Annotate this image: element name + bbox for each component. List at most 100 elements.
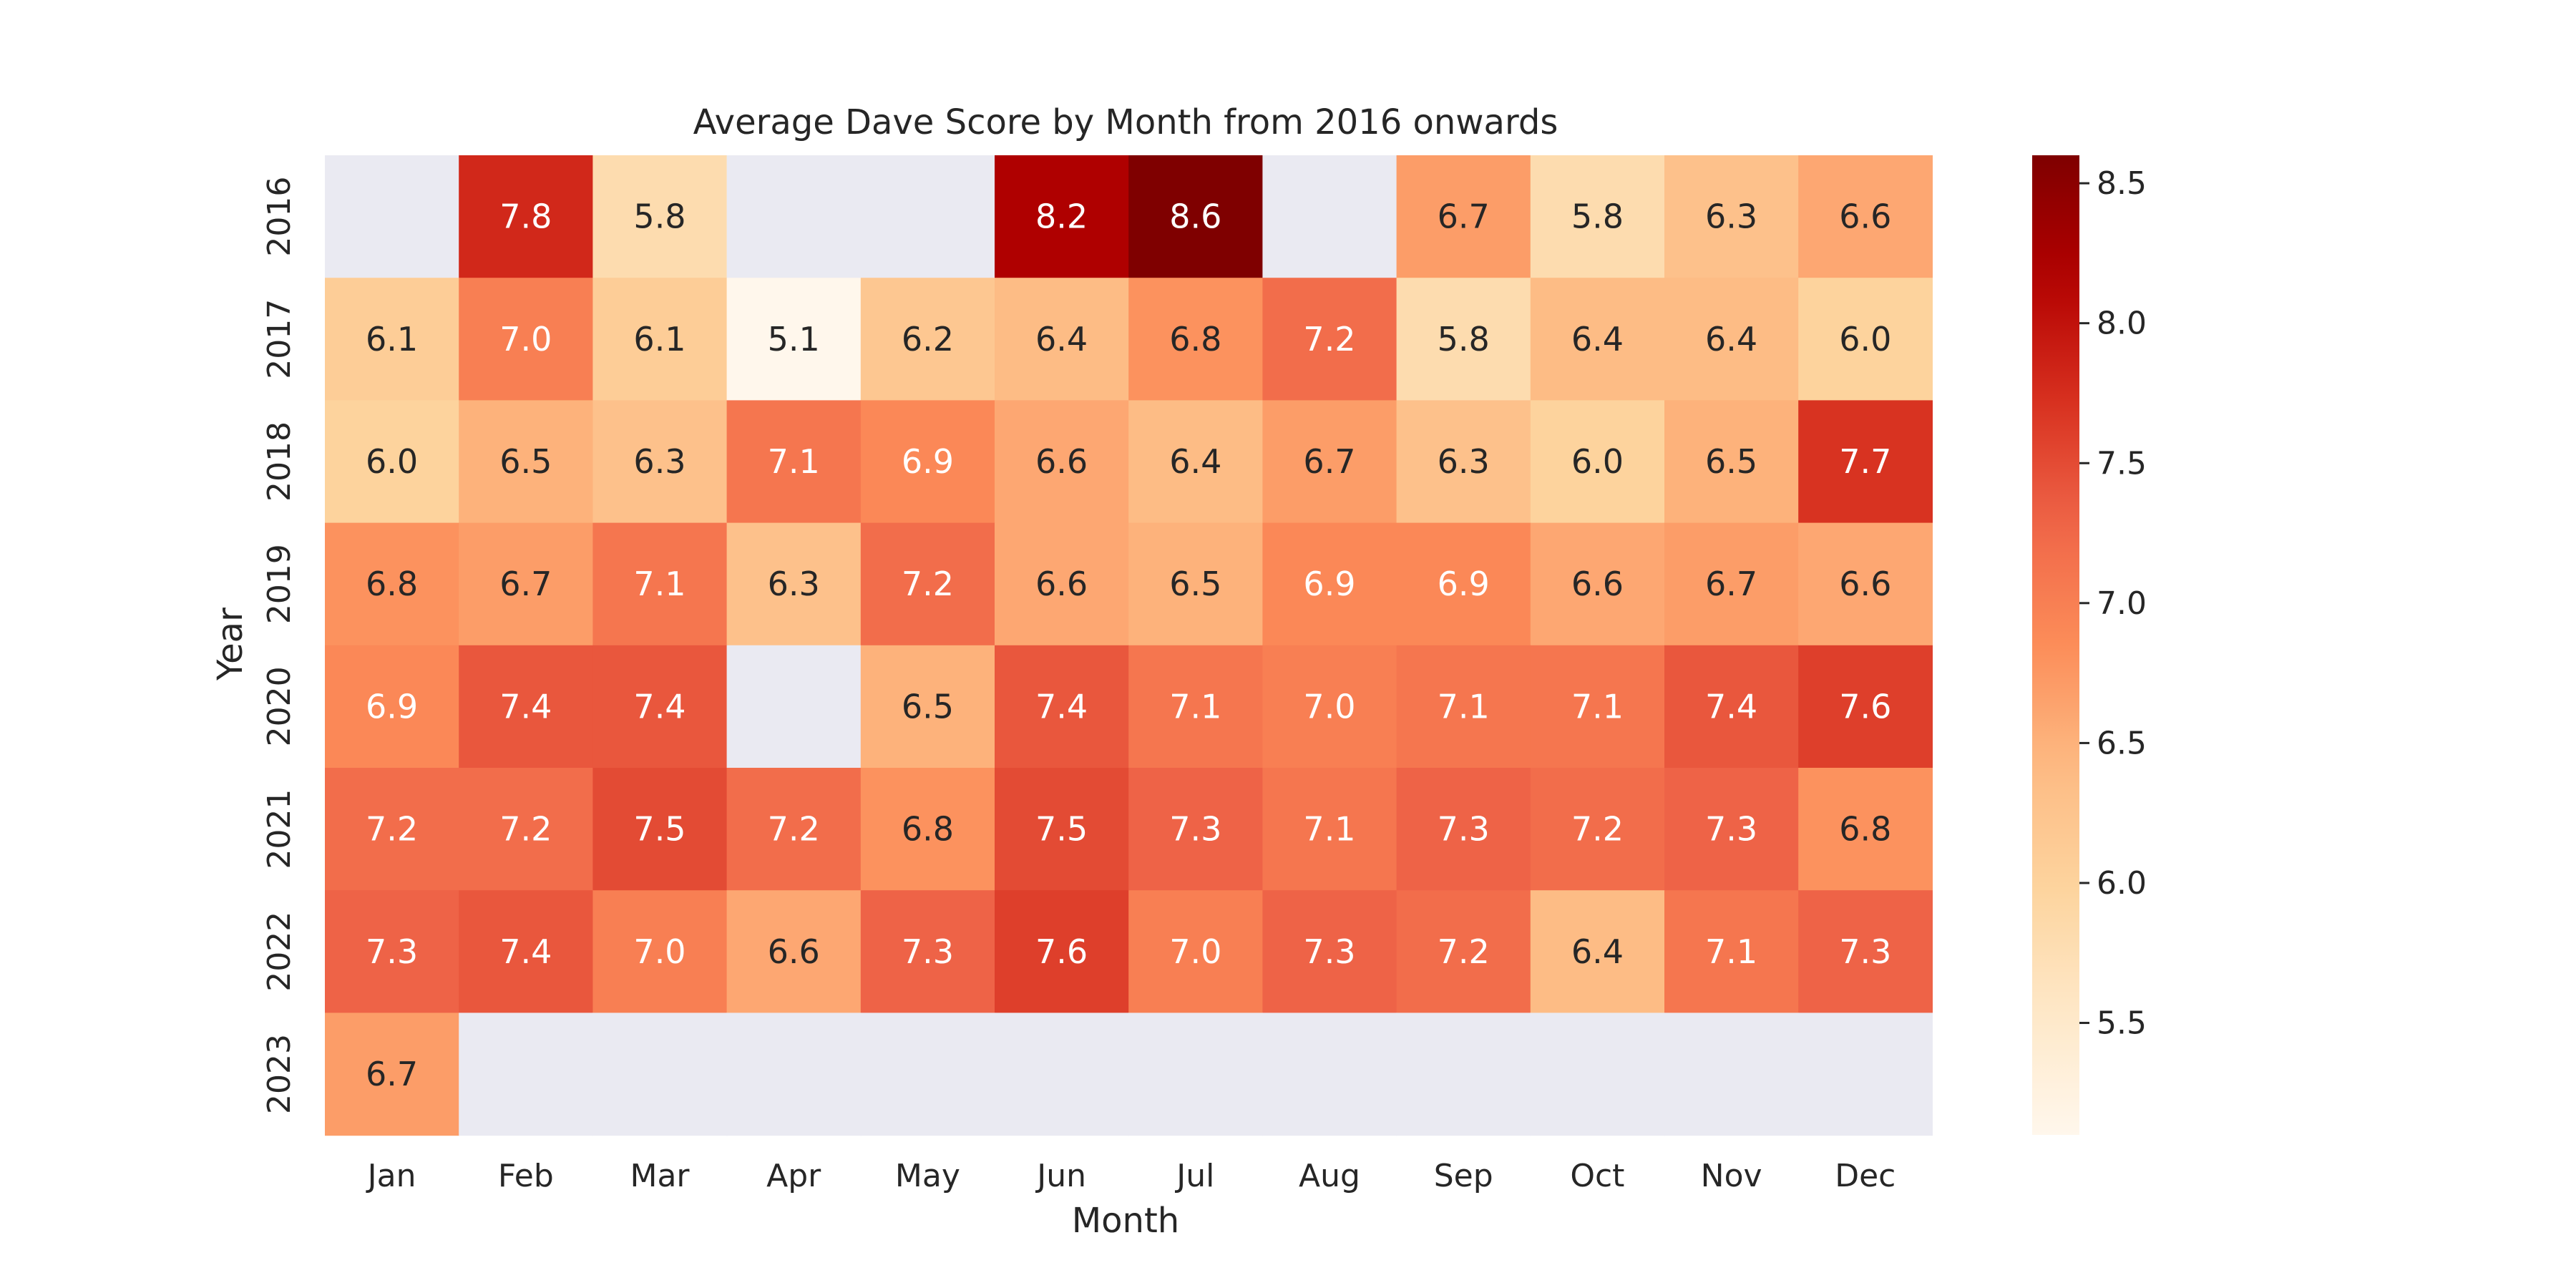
x-tick-labels: Jan Feb Mar Apr May Jun Jul Aug Sep Oct Nov Dec <box>366 1158 1896 1194</box>
cell-value-label: 6.6 <box>1839 565 1891 603</box>
cell-value-label: 7.4 <box>1705 687 1757 726</box>
x-tick-label: Mar <box>630 1158 690 1194</box>
heatmap-cell <box>1530 645 1665 769</box>
cell-value-label: 6.6 <box>1035 442 1088 481</box>
cell-value-label: 6.7 <box>1705 565 1757 603</box>
heatmap-cell <box>459 768 593 891</box>
heatmap-cell <box>995 768 1129 891</box>
cell-value-label: 8.2 <box>1035 197 1088 236</box>
heatmap-cell-empty <box>1798 1013 1933 1136</box>
x-tick-label: May <box>895 1158 960 1194</box>
colorbar-gradient <box>2032 155 2079 1135</box>
cell-value-label: 7.5 <box>1035 810 1088 849</box>
heatmap-cell <box>1798 278 1933 401</box>
cell-value-label: 7.2 <box>1438 932 1490 971</box>
cell-value-label: 6.9 <box>1303 565 1355 603</box>
cell-value-label: 6.5 <box>499 442 552 481</box>
heatmap-cell <box>592 400 728 524</box>
heatmap-cell-empty <box>459 1013 593 1136</box>
heatmap-cell-empty <box>1128 1013 1263 1136</box>
heatmap-cell <box>1128 890 1263 1013</box>
cell-value-label: 6.0 <box>366 442 418 481</box>
heatmap-cell <box>592 155 728 278</box>
cell-value-label: 7.4 <box>499 687 552 726</box>
cell-value-label: 6.4 <box>1705 320 1757 358</box>
colorbar-tick-label: 6.0 <box>2097 865 2147 902</box>
y-tick-label: 2023 <box>261 1034 298 1114</box>
cell-value-label: 6.8 <box>1169 320 1221 358</box>
heatmap-cell <box>1798 155 1933 278</box>
cell-value-label: 7.3 <box>902 932 954 971</box>
heatmap-cell <box>1396 890 1531 1013</box>
cell-value-label: 7.0 <box>1303 687 1355 726</box>
cell-value-label: 7.2 <box>1571 810 1624 849</box>
cell-value-label: 7.6 <box>1035 932 1088 971</box>
heatmap-cell <box>1664 522 1799 646</box>
heatmap-cell <box>325 400 459 524</box>
cell-value-label: 6.6 <box>1035 565 1088 603</box>
x-tick-label: Jul <box>1174 1158 1214 1194</box>
heatmap-cell <box>1262 400 1397 524</box>
heatmap-cell <box>995 890 1129 1013</box>
heatmap-cell <box>1798 400 1933 524</box>
heatmap-cell-empty <box>1530 1013 1665 1136</box>
cell-value-label: 7.5 <box>633 810 686 849</box>
heatmap-cell <box>1128 278 1263 401</box>
heatmap-cell <box>995 400 1129 524</box>
heatmap-cell <box>860 278 995 401</box>
cell-value-label: 6.9 <box>902 442 954 481</box>
cell-value-label: 6.9 <box>1438 565 1490 603</box>
heatmap-cell <box>1664 890 1799 1013</box>
cell-value-label: 7.3 <box>1839 932 1891 971</box>
cell-value-label: 7.1 <box>633 565 686 603</box>
cell-value-label: 6.7 <box>366 1055 418 1093</box>
colorbar: 5.5 6.0 6.5 7.0 7.5 8.0 8.5 <box>2032 155 2147 1135</box>
heatmap-cell <box>1798 645 1933 769</box>
heatmap-cell <box>995 155 1129 278</box>
heatmap-cell <box>995 645 1129 769</box>
cell-value-label: 7.3 <box>1438 810 1490 849</box>
heatmap-cell <box>592 768 728 891</box>
cell-value-label: 7.3 <box>1169 810 1221 849</box>
heatmap-cell-empty <box>1262 1013 1397 1136</box>
heatmap-cell <box>1530 768 1665 891</box>
cell-value-label: 5.8 <box>633 197 686 236</box>
heatmap-cell <box>995 522 1129 646</box>
cell-value-label: 6.4 <box>1169 442 1221 481</box>
heatmap-cell <box>1128 155 1263 278</box>
heatmap-cell <box>726 522 862 646</box>
cell-value-label: 6.7 <box>1303 442 1355 481</box>
x-tick-label: Feb <box>498 1158 554 1194</box>
cell-value-label: 7.2 <box>499 810 552 849</box>
heatmap-cell <box>860 890 995 1013</box>
cell-value-label: 6.6 <box>1839 197 1891 236</box>
cell-value-label: 7.1 <box>1438 687 1490 726</box>
heatmap-cell-empty <box>726 645 862 769</box>
cell-value-label: 7.2 <box>366 810 418 849</box>
heatmap-cell <box>592 522 728 646</box>
heatmap-cell <box>1798 522 1933 646</box>
cell-value-label: 7.1 <box>1705 932 1757 971</box>
heatmap-cell <box>459 890 593 1013</box>
heatmap-cell <box>459 155 593 278</box>
cell-value-label: 7.6 <box>1839 687 1891 726</box>
heatmap-cell <box>860 400 995 524</box>
heatmap-cell <box>592 890 728 1013</box>
heatmap-cell <box>1128 400 1263 524</box>
colorbar-tick-label: 6.5 <box>2097 725 2147 761</box>
cell-value-label: 6.9 <box>366 687 418 726</box>
y-tick-label: 2018 <box>261 421 298 502</box>
cell-value-label: 6.8 <box>1839 810 1891 849</box>
heatmap-cell <box>325 768 459 891</box>
y-tick-label: 2020 <box>261 666 298 746</box>
y-tick-label: 2017 <box>261 299 298 379</box>
heatmap-cell <box>860 522 995 646</box>
heatmap-cell <box>1262 645 1397 769</box>
cell-value-label: 6.3 <box>768 565 820 603</box>
cell-value-label: 6.5 <box>1705 442 1757 481</box>
heatmap-cell <box>1664 645 1799 769</box>
heatmap-cell <box>860 768 995 891</box>
heatmap-cell-empty <box>860 1013 995 1136</box>
heatmap-cell <box>1664 400 1799 524</box>
